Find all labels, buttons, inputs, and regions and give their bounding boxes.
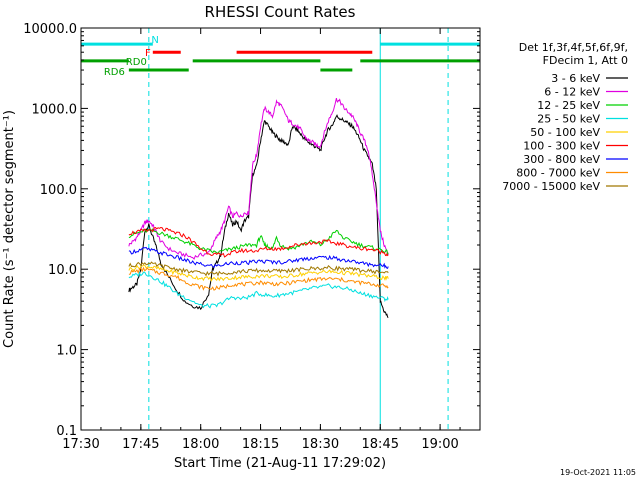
series-line-25-50-kev: [128, 271, 389, 309]
legend-label-50-100-kev: 50 - 100 keV: [530, 126, 600, 139]
legend-label-7000-15000-kev: 7000 - 15000 keV: [502, 180, 600, 193]
x-axis-label: Start Time (21-Aug-11 17:29:02): [174, 456, 386, 471]
chart-title: RHESSI Count Rates: [205, 3, 356, 21]
y-tick-label: 1000.0: [32, 102, 78, 117]
series-line-50-100-kev: [128, 264, 389, 282]
legend-header-line-2: FDecim 1, Att 0: [543, 54, 628, 67]
legend-label-25-50-kev: 25 - 50 keV: [537, 113, 600, 126]
x-tick-label: 18:45: [362, 437, 399, 452]
x-tick-label: 18:15: [242, 437, 279, 452]
y-tick-label: 1.0: [56, 344, 77, 359]
legend-label-800-7000-kev: 800 - 7000 keV: [516, 167, 600, 180]
legend-label-100-300-kev: 100 - 300 keV: [523, 140, 600, 153]
legend-label-3-6-kev: 3 - 6 keV: [551, 72, 600, 85]
x-axis: 17:30 17:45 18:00 18:15 18:30 18:45 19:00: [62, 28, 481, 452]
flag-label-f: F: [145, 48, 151, 59]
y-axis-label: Count Rate (s⁻¹ detector segment⁻¹): [2, 110, 17, 348]
flag-label-rd6: RD6: [104, 67, 125, 78]
legend-label-300-800-kev: 300 - 800 keV: [523, 153, 600, 166]
x-tick-label: 17:30: [62, 437, 99, 452]
series-line-100-300-kev: [128, 226, 389, 258]
legend-header-line-1: Det 1f,3f,4f,5f,6f,9f,: [519, 41, 628, 54]
series-line-7000-15000-kev: [128, 261, 389, 277]
legend: Det 1f,3f,4f,5f,6f,9f, FDecim 1, Att 0 3…: [502, 41, 628, 193]
y-tick-label: 10000.0: [23, 22, 77, 37]
series-line-12-25-kev: [128, 228, 389, 256]
flag-label-rd0: RD0: [126, 57, 147, 68]
series-line-6-12-kev: [128, 97, 389, 260]
series-line-300-800-kev: [128, 246, 389, 269]
timestamp: 19-Oct-2021 11:05: [560, 468, 636, 477]
legend-label-12-25-kev: 12 - 25 keV: [537, 99, 600, 112]
x-tick-label: 18:30: [302, 437, 339, 452]
x-tick-label: 19:00: [421, 437, 458, 452]
y-tick-label: 100.0: [40, 183, 77, 198]
legend-label-6-12-kev: 6 - 12 keV: [544, 86, 600, 99]
y-tick-label: 10.0: [48, 263, 77, 278]
y-axis: 0.1 1.0 10.0 100.0 1000.0 10000.0: [23, 22, 480, 439]
x-tick-label: 18:00: [182, 437, 219, 452]
flag-label-n: N: [151, 35, 158, 46]
x-tick-label: 17:45: [122, 437, 159, 452]
plot-area: [81, 28, 480, 430]
y-tick-label: 0.1: [56, 424, 77, 439]
series-line-3-6-kev: [128, 114, 389, 318]
series-line-800-7000-kev: [128, 266, 389, 291]
